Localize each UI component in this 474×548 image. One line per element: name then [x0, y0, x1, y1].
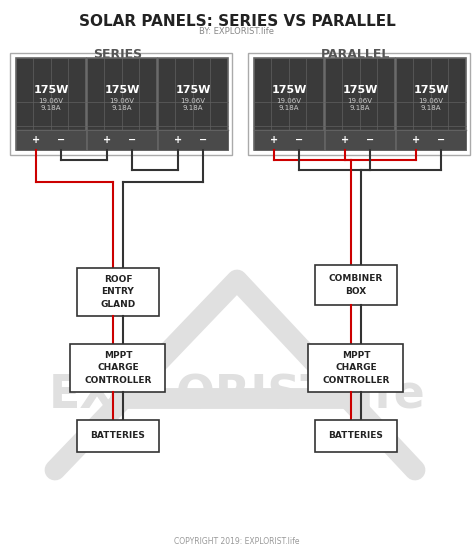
Text: −: − — [438, 135, 446, 145]
Bar — [315, 265, 397, 305]
Text: −: − — [366, 135, 374, 145]
Bar — [396, 58, 466, 150]
Text: −: − — [295, 135, 303, 145]
Text: 175W: 175W — [413, 85, 449, 95]
Text: COMBINER
BOX: COMBINER BOX — [329, 274, 383, 296]
Text: +: + — [102, 135, 110, 145]
Bar — [315, 420, 397, 452]
Text: +: + — [270, 135, 278, 145]
Text: 175W: 175W — [175, 85, 210, 95]
Bar — [309, 344, 403, 392]
Text: +: + — [32, 135, 40, 145]
Text: −: − — [200, 135, 208, 145]
Bar — [10, 53, 232, 155]
Text: MPPT
CHARGE
CONTROLLER: MPPT CHARGE CONTROLLER — [84, 351, 152, 385]
Bar — [16, 58, 86, 150]
Text: 175W: 175W — [104, 85, 140, 95]
Text: +: + — [340, 135, 349, 145]
Text: +: + — [173, 135, 182, 145]
Bar — [77, 268, 159, 316]
Bar — [87, 130, 157, 150]
Text: 175W: 175W — [271, 85, 307, 95]
Text: −: − — [128, 135, 137, 145]
Text: 175W: 175W — [33, 85, 69, 95]
Bar — [87, 58, 157, 150]
Text: 175W: 175W — [342, 85, 378, 95]
Text: ROOF
ENTRY
GLAND: ROOF ENTRY GLAND — [100, 275, 136, 309]
Bar — [248, 53, 470, 155]
Text: 19.06V: 19.06V — [38, 98, 64, 104]
Bar — [396, 130, 466, 150]
Bar — [77, 420, 159, 452]
Text: −: − — [57, 135, 65, 145]
Text: 19.06V: 19.06V — [109, 98, 135, 104]
Text: BY: EXPLORIST.life: BY: EXPLORIST.life — [200, 27, 274, 36]
Text: BATTERIES: BATTERIES — [91, 431, 146, 441]
Text: COPYRIGHT 2019: EXPLORIST.life: COPYRIGHT 2019: EXPLORIST.life — [174, 537, 300, 546]
Bar — [325, 58, 395, 150]
Text: EXPLORIST.life: EXPLORIST.life — [49, 373, 425, 418]
Bar — [158, 130, 228, 150]
Text: SOLAR PANELS: SERIES VS PARALLEL: SOLAR PANELS: SERIES VS PARALLEL — [79, 14, 395, 29]
Text: PARALLEL: PARALLEL — [321, 48, 391, 61]
Bar — [158, 58, 228, 150]
Text: 19.06V: 19.06V — [181, 98, 206, 104]
Text: 19.06V: 19.06V — [419, 98, 444, 104]
Text: BATTERIES: BATTERIES — [328, 431, 383, 441]
Text: 9.18A: 9.18A — [41, 105, 61, 111]
Text: 9.18A: 9.18A — [421, 105, 441, 111]
Bar — [16, 130, 86, 150]
Text: 9.18A: 9.18A — [112, 105, 132, 111]
Text: 19.06V: 19.06V — [276, 98, 301, 104]
Bar — [254, 58, 324, 150]
Bar — [254, 130, 324, 150]
Text: 9.18A: 9.18A — [350, 105, 370, 111]
Text: 19.06V: 19.06V — [347, 98, 373, 104]
Text: MPPT
CHARGE
CONTROLLER: MPPT CHARGE CONTROLLER — [322, 351, 390, 385]
Text: +: + — [411, 135, 419, 145]
Text: SERIES: SERIES — [93, 48, 143, 61]
Bar — [325, 130, 395, 150]
Text: 9.18A: 9.18A — [183, 105, 203, 111]
Bar — [71, 344, 165, 392]
Text: 9.18A: 9.18A — [279, 105, 299, 111]
